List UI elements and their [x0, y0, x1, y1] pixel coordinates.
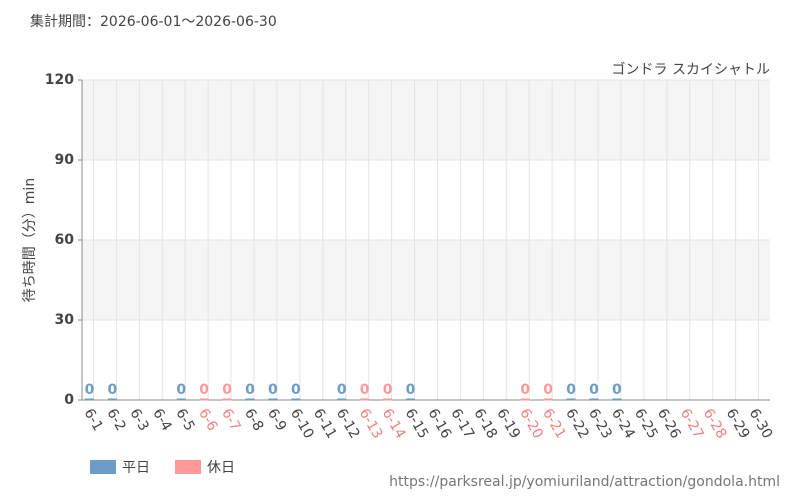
y-tick-label: 60 — [55, 232, 75, 248]
data-label: 0 — [406, 382, 416, 398]
x-tick-label: 6-1 — [81, 406, 106, 434]
data-label: 0 — [337, 382, 347, 398]
bar — [268, 398, 278, 401]
x-tick-label: 6-10 — [287, 406, 317, 442]
x-tick-label: 6-6 — [195, 406, 220, 434]
x-tick-label: 6-27 — [677, 406, 707, 442]
data-label: 0 — [543, 382, 553, 398]
source: https://parksreal.jp/yomiuriland/attract… — [389, 474, 780, 490]
x-tick-label: 6-14 — [379, 406, 409, 442]
grid-band — [82, 80, 770, 160]
x-tick-label: 6-21 — [539, 406, 569, 442]
y-tick-label: 0 — [64, 392, 74, 408]
x-tick-label: 6-11 — [310, 406, 340, 442]
x-tick-label: 6-17 — [447, 406, 477, 442]
bar — [589, 398, 599, 401]
bar — [383, 398, 393, 401]
data-label: 0 — [520, 382, 530, 398]
bar — [406, 398, 416, 401]
x-tick-label: 6-5 — [172, 406, 197, 434]
x-tick-label: 6-3 — [126, 406, 151, 434]
data-label: 0 — [85, 382, 95, 398]
bar — [291, 398, 301, 401]
bar — [84, 398, 94, 401]
legend-label: 平日 — [122, 460, 150, 476]
x-tick-label: 6-25 — [631, 406, 661, 442]
x-tick-label: 6-4 — [149, 406, 174, 434]
x-tick-label: 6-29 — [723, 406, 753, 442]
chart-subtitle: ゴンドラ スカイシャトル — [612, 61, 770, 78]
data-label: 0 — [268, 382, 278, 398]
x-tick-label: 6-20 — [516, 406, 546, 442]
x-tick-label: 6-16 — [425, 406, 455, 442]
y-axis-label: 待ち時間（分）min — [22, 178, 38, 302]
bar — [199, 398, 209, 401]
bar — [360, 398, 370, 401]
x-tick-label: 6-9 — [264, 406, 289, 434]
chart-title: 集計期間：2026-06-01～2026-06-30 — [30, 13, 277, 30]
x-tick-label: 6-19 — [493, 406, 523, 442]
y-tick-label: 90 — [55, 152, 75, 168]
data-label: 0 — [222, 382, 232, 398]
legend-label: 休日 — [207, 460, 235, 476]
bar — [222, 398, 232, 401]
x-tick-label: 6-12 — [333, 406, 363, 442]
x-tick-label: 6-28 — [700, 406, 730, 442]
bar — [612, 398, 622, 401]
legend-swatch — [90, 460, 116, 474]
x-tick-label: 6-15 — [402, 406, 432, 442]
y-tick-label: 30 — [55, 312, 75, 328]
data-label: 0 — [108, 382, 118, 398]
data-label: 0 — [291, 382, 301, 398]
bar — [107, 398, 117, 401]
bar — [337, 398, 347, 401]
legend-swatch — [175, 460, 201, 474]
bar — [566, 398, 576, 401]
data-label: 0 — [245, 382, 255, 398]
data-label: 0 — [176, 382, 186, 398]
data-label: 0 — [566, 382, 576, 398]
x-tick-label: 6-24 — [608, 406, 638, 442]
y-tick-label: 120 — [45, 72, 74, 88]
data-label: 0 — [612, 382, 622, 398]
bar — [543, 398, 553, 401]
bar — [520, 398, 530, 401]
x-tick-label: 6-18 — [470, 406, 500, 442]
x-tick-label: 6-8 — [241, 406, 266, 434]
bar — [245, 398, 255, 401]
x-tick-label: 6-22 — [562, 406, 592, 442]
x-tick-label: 6-7 — [218, 406, 243, 434]
x-tick-label: 6-13 — [356, 406, 386, 442]
data-label: 0 — [199, 382, 209, 398]
data-label: 0 — [360, 382, 370, 398]
data-label: 0 — [589, 382, 599, 398]
x-tick-label: 6-23 — [585, 406, 615, 442]
x-tick-label: 6-2 — [103, 406, 128, 434]
grid-band — [82, 240, 770, 320]
bar — [176, 398, 186, 401]
x-tick-label: 6-30 — [746, 406, 776, 442]
data-label: 0 — [383, 382, 393, 398]
x-tick-label: 6-26 — [654, 406, 684, 442]
